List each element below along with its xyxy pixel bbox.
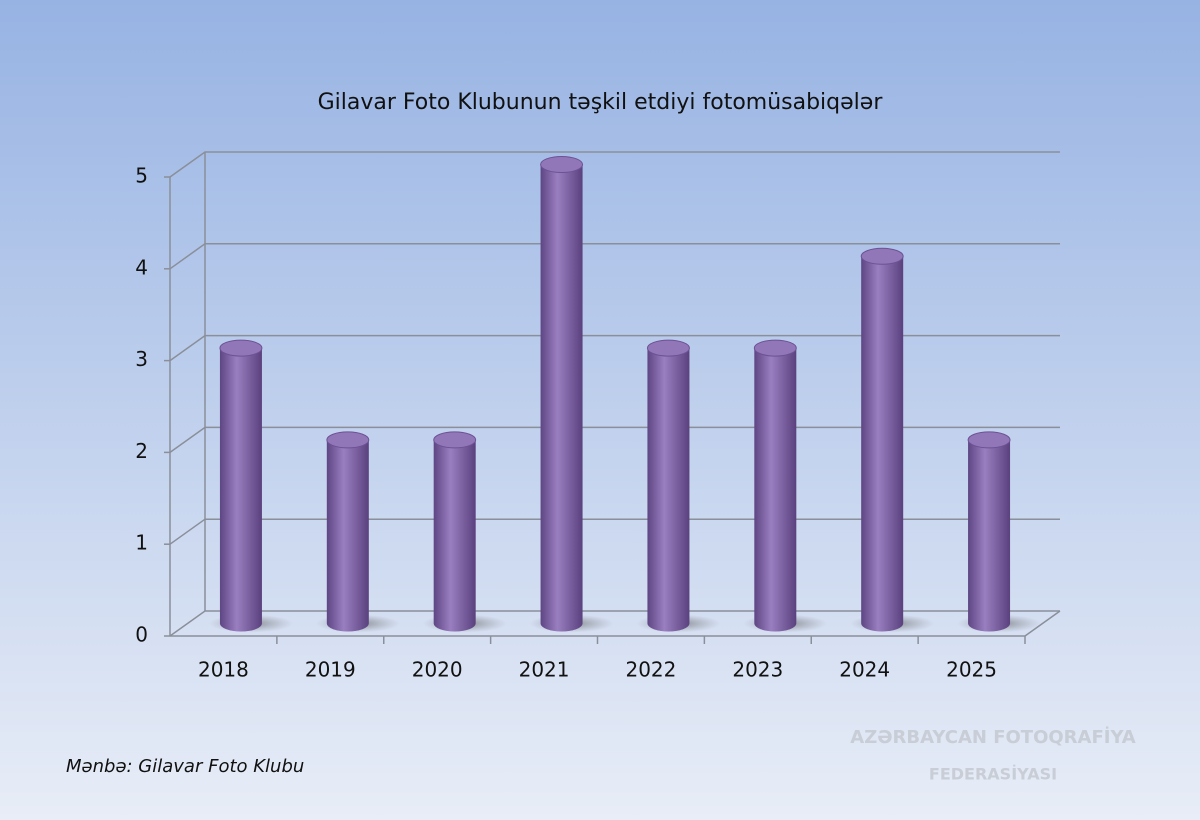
bar-top — [219, 339, 263, 357]
watermark: AZƏRBAYCAN FOTOQRAFİYA — [850, 726, 1135, 748]
x-tick-label: 2024 — [839, 658, 890, 682]
bar — [540, 164, 583, 632]
bar-top — [433, 431, 477, 449]
y-tick-label: 5 — [135, 164, 148, 188]
source-note: Mənbə: Gilavar Foto Klubu — [66, 756, 304, 777]
bar-top — [646, 339, 690, 357]
bar-top — [326, 431, 370, 449]
x-tick-label: 2018 — [198, 658, 249, 682]
bar — [219, 348, 262, 632]
y-tick-label: 4 — [135, 255, 148, 279]
y-tick-label: 0 — [135, 623, 148, 647]
grid-line — [169, 334, 1060, 362]
bar — [433, 439, 476, 632]
grid-line — [169, 151, 1060, 178]
bar — [861, 256, 904, 632]
bar — [647, 348, 690, 632]
y-tick-label: 2 — [135, 439, 148, 463]
bar — [754, 348, 797, 632]
x-tick-label: 2023 — [732, 658, 783, 682]
x-tick-label: 2020 — [412, 658, 463, 682]
watermark: FEDERASİYASI — [929, 765, 1057, 784]
y-tick-label: 3 — [135, 347, 148, 371]
bar — [968, 439, 1011, 632]
x-tick-label: 2025 — [946, 658, 997, 682]
bar-top — [967, 431, 1011, 449]
bar-top — [860, 247, 904, 265]
bar-top — [753, 339, 797, 357]
x-tick-label: 2019 — [305, 658, 356, 682]
grid-line — [169, 243, 1060, 270]
bar-top — [540, 156, 584, 173]
bar — [326, 439, 369, 632]
y-tick-label: 1 — [135, 531, 148, 555]
x-tick-label: 2021 — [519, 658, 570, 682]
chart-title: Gilavar Foto Klubunun təşkil etdiyi foto… — [318, 90, 884, 115]
x-tick-label: 2022 — [625, 658, 676, 682]
